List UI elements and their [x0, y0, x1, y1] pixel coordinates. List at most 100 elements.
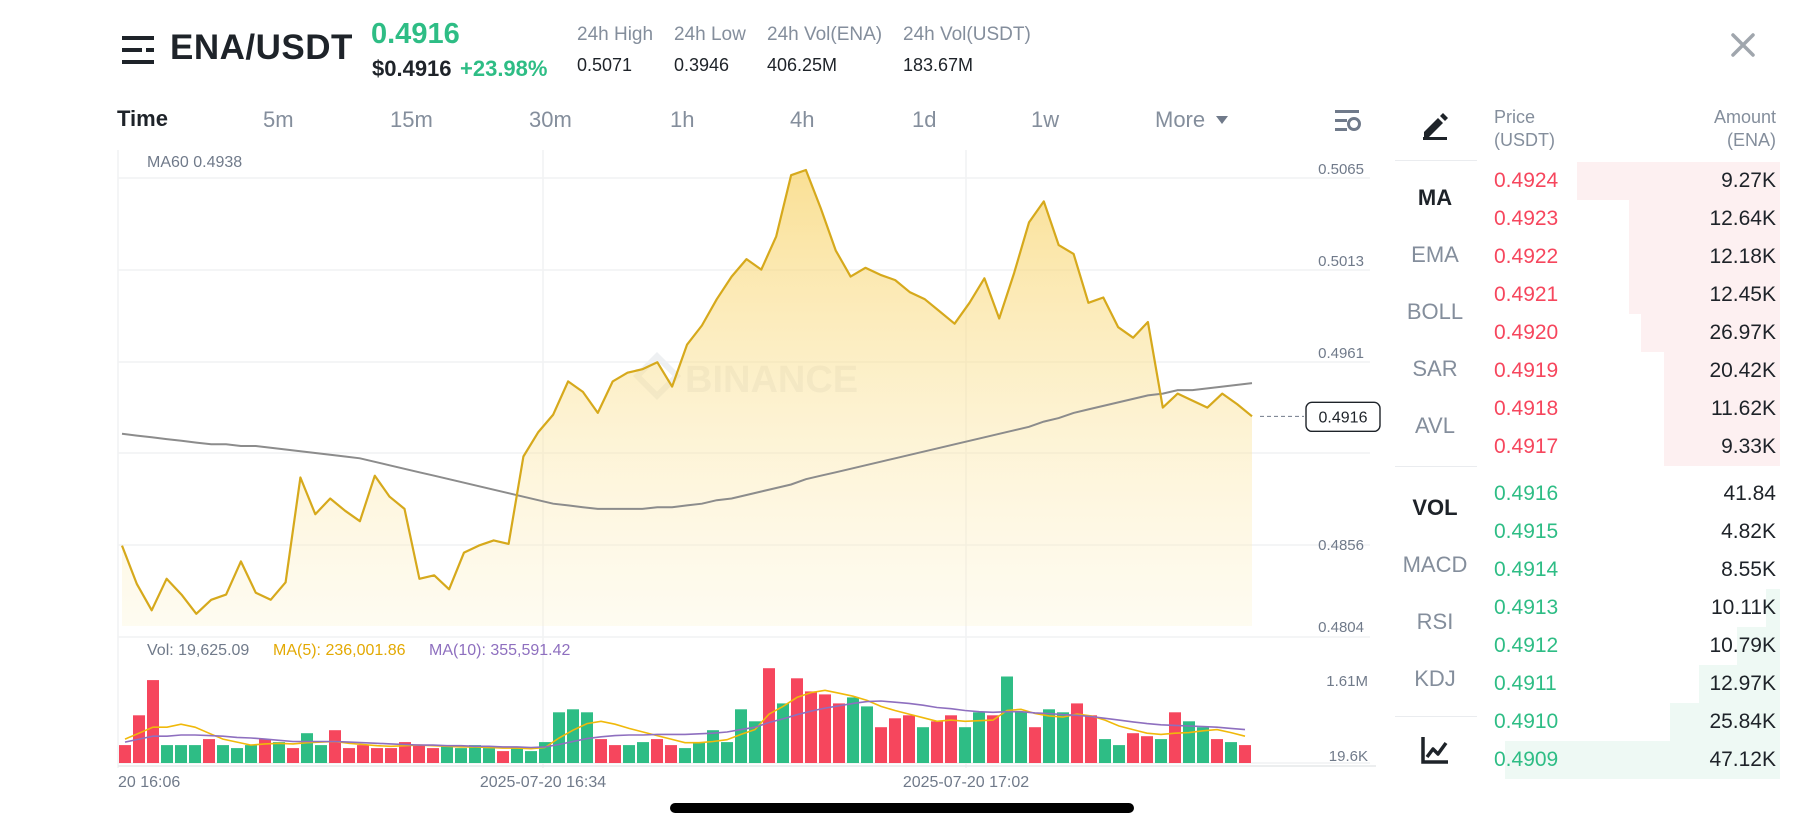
volume-axis-tick: 1.61M: [1326, 673, 1368, 690]
bid-price: 0.4914: [1494, 558, 1559, 581]
tab-30m[interactable]: 30m: [529, 107, 572, 132]
orderbook-bid-row[interactable]: 0.4915 4.82K: [1490, 513, 1780, 551]
tab-5m[interactable]: 5m: [263, 107, 294, 132]
ask-price: 0.4924: [1494, 169, 1559, 192]
depth-bar: [1629, 276, 1780, 314]
bid-price: 0.4910: [1494, 710, 1559, 733]
current-price-label: 0.4916: [1319, 409, 1368, 426]
orderbook-bid-row[interactable]: 0.4910 25.84K: [1490, 703, 1780, 741]
orderbook-ask-row[interactable]: 0.4923 12.64K: [1490, 200, 1780, 238]
ask-price: 0.4922: [1494, 245, 1559, 268]
ask-amount: 9.33K: [1721, 435, 1776, 458]
volume-bar: [819, 694, 831, 763]
orderbook-ask-row[interactable]: 0.4922 12.18K: [1490, 238, 1780, 276]
volume-bar: [791, 678, 803, 763]
indicator-sar[interactable]: SAR: [1412, 356, 1458, 381]
stat-24h-high-label: 24h High: [577, 24, 654, 45]
orderbook-ask-row[interactable]: 0.4919 20.42K: [1490, 352, 1780, 390]
depth-bar: [1765, 589, 1780, 627]
depth-bar: [1577, 162, 1780, 200]
ask-amount: 12.45K: [1709, 283, 1776, 306]
tab-1w[interactable]: 1w: [1031, 107, 1060, 132]
volume-ma10-line: [124, 700, 1246, 749]
price-line: [120, 168, 1253, 615]
orderbook-ask-row[interactable]: 0.4917 9.33K: [1490, 428, 1780, 466]
indicator-ma[interactable]: MA: [1417, 185, 1453, 210]
ask-amount: 20.42K: [1709, 359, 1776, 382]
ma60-line: [121, 382, 1253, 510]
volume-bar: [427, 748, 439, 763]
tab-1d[interactable]: 1d: [912, 107, 937, 132]
volume-bar: [399, 742, 411, 763]
orderbook-bid-row[interactable]: 0.4914 8.55K: [1490, 551, 1780, 589]
orderbook-bid-row[interactable]: 0.4912 10.79K: [1490, 627, 1780, 665]
volume-bar: [609, 745, 621, 763]
chart-type-icon[interactable]: [1420, 735, 1450, 765]
volume-bar: [119, 745, 131, 763]
tab-4h[interactable]: 4h: [790, 107, 815, 132]
orderbook-bid-row[interactable]: 0.4916 41.84: [1490, 475, 1780, 513]
caret-down-icon[interactable]: [1216, 116, 1228, 124]
indicator-kdj[interactable]: KDJ: [1414, 666, 1456, 691]
price-area: [122, 170, 1252, 626]
tab-more[interactable]: More: [1155, 107, 1206, 132]
indicator-avl[interactable]: AVL: [1415, 413, 1455, 438]
volume-bar: [567, 709, 579, 763]
orderbook-bid-row[interactable]: 0.4911 12.97K: [1490, 665, 1780, 703]
orderbook-ask-row[interactable]: 0.4920 26.97K: [1490, 314, 1780, 352]
vol-ma5-label: MA(5): 236,001.86: [273, 642, 406, 659]
draw-pencil-icon[interactable]: [1420, 110, 1450, 140]
depth-bar: [1664, 352, 1780, 390]
pair-title[interactable]: ENA/USDT: [170, 28, 353, 67]
volume-bar: [1001, 676, 1013, 763]
tab-time[interactable]: Time: [117, 106, 168, 131]
volume-bar: [889, 718, 901, 763]
volume-bar: [693, 742, 705, 763]
indicator-macd[interactable]: MACD: [1402, 552, 1468, 577]
bid-price: 0.4911: [1494, 672, 1557, 695]
volume-bar: [189, 745, 201, 763]
price-axis-tick: 0.4961: [1318, 345, 1364, 362]
time-axis-label: 2025-07-20 17:02: [903, 774, 1029, 791]
menu-list-icon[interactable]: [122, 34, 158, 66]
indicator-vol[interactable]: VOL: [1412, 495, 1458, 520]
volume-bar: [875, 727, 887, 763]
depth-bar: [1698, 665, 1780, 703]
ask-price: 0.4917: [1494, 435, 1559, 458]
tab-15m[interactable]: 15m: [390, 107, 433, 132]
volume-bar: [623, 745, 635, 763]
volume-bar: [455, 748, 467, 763]
tab-1h[interactable]: 1h: [670, 107, 695, 132]
orderbook-ask-row[interactable]: 0.4924 9.27K: [1490, 162, 1780, 200]
ask-amount: 11.62K: [1711, 397, 1776, 420]
stat-24h-low-value: 0.3946: [674, 55, 730, 75]
indicator-rsi[interactable]: RSI: [1416, 609, 1454, 634]
stat-24h-vol-usdt-label: 24h Vol(USDT): [903, 24, 1031, 45]
indicator-boll[interactable]: BOLL: [1406, 299, 1464, 324]
indicator-ema[interactable]: EMA: [1411, 242, 1459, 267]
close-icon[interactable]: [1728, 30, 1758, 60]
bid-amount: 25.84K: [1709, 710, 1776, 733]
orderbook-bid-row[interactable]: 0.4909 47.12K: [1490, 741, 1780, 779]
ask-amount: 9.27K: [1721, 169, 1776, 192]
current-price-box: [1305, 401, 1381, 433]
price-axis-tick: 0.5013: [1318, 253, 1364, 270]
volume-bar: [945, 715, 957, 763]
volume-bar: [287, 748, 299, 763]
volume-bar: [805, 691, 817, 763]
orderbook-ask-row[interactable]: 0.4921 12.45K: [1490, 276, 1780, 314]
volume-bar: [833, 703, 845, 763]
stat-24h-vol-usdt-value: 183.67M: [903, 55, 974, 75]
indicator-divider: [1395, 716, 1477, 717]
volume-bar: [371, 748, 383, 763]
amount-header-line1: Amount: [1713, 107, 1776, 127]
volume-bar: [483, 748, 495, 763]
volume-ma5-line: [124, 689, 1246, 750]
orderbook-bid-row[interactable]: 0.4913 10.11K: [1490, 589, 1780, 627]
price-axis-tick: 0.5065: [1318, 161, 1364, 178]
chart-settings-icon[interactable]: [1334, 108, 1362, 134]
volume-bar: [1057, 712, 1069, 763]
bid-amount: 41.84: [1723, 482, 1776, 505]
orderbook-ask-row[interactable]: 0.4918 11.62K: [1490, 390, 1780, 428]
